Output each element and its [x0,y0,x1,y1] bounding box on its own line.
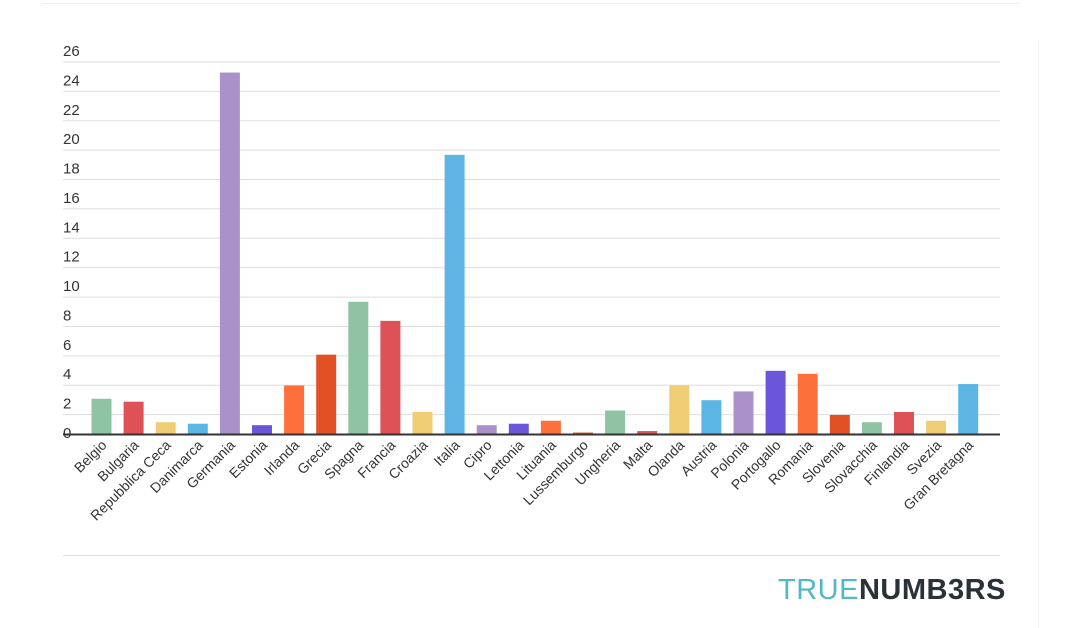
bar-repubblica-ceca [155,422,176,434]
bar-ungheria [605,410,626,434]
x-tick-label: Italia [430,437,462,469]
y-tick-label: 18 [63,161,80,178]
y-tick-label: 10 [63,278,80,295]
bar-romania [797,373,818,434]
bar-italia [444,154,465,434]
bar-portogallo [765,370,786,434]
y-axis-ticks: 02468101214161820222426 [63,43,80,442]
bar-grecia [316,354,337,434]
bar-malta [637,431,658,434]
bar-slovenia [829,414,850,434]
bar-croazia [412,411,433,434]
bar-olanda [669,385,690,434]
bar-svezia [926,420,947,434]
y-tick-label: 4 [63,366,71,383]
y-tick-label: 12 [63,249,80,266]
y-tick-label: 20 [63,131,80,148]
bar-finlandia [894,411,914,434]
bar-slovacchia [861,422,882,434]
bar-irlanda [284,385,305,434]
bar-lituania [540,420,561,434]
bottom-divider [63,555,1000,556]
bar-spagna [348,301,369,434]
logo-part-numbers: NUMB3RS [858,574,1006,606]
right-divider [1038,42,1039,628]
bars [91,72,979,435]
bar-gran-bretagna [958,384,979,434]
x-tick-label: Olanda [644,437,687,480]
bar-polonia [733,391,754,434]
bar-francia [380,320,401,434]
bar-lussemburgo [573,432,593,434]
bar-danimarca [187,423,208,434]
y-tick-label: 6 [63,337,71,354]
top-divider [42,3,1020,4]
bar-bulgaria [123,401,144,434]
grid-lines [63,61,1000,416]
bar-belgio [91,398,112,434]
bar-austria [701,400,722,434]
bar-estonia [252,425,272,434]
bar-chart: 02468101214161820222426 BelgioBulgariaRe… [63,43,1000,524]
y-tick-label: 24 [63,72,80,89]
y-tick-label: 26 [63,43,80,60]
y-tick-label: 8 [63,307,71,324]
bar-cipro [476,425,497,434]
x-tick-label: Irlanda [261,437,303,479]
y-tick-label: 22 [63,102,80,119]
bar-lettonia [508,423,529,434]
logo-part-true: TRUE [778,574,859,606]
y-tick-label: 2 [63,396,71,413]
y-tick-label: 16 [63,190,80,207]
bar-germania [219,72,240,435]
y-tick-label: 14 [63,219,80,236]
truenumbers-logo: TRUENUMB3RS [778,574,1006,607]
